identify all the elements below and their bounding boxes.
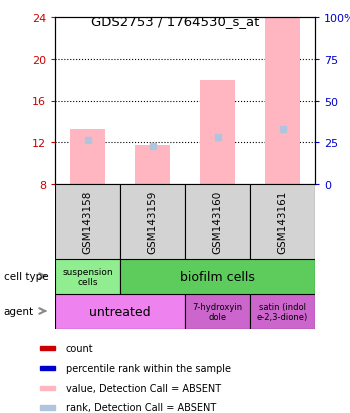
Bar <box>40 366 55 370</box>
Bar <box>55 185 120 259</box>
Text: rank, Detection Call = ABSENT: rank, Detection Call = ABSENT <box>65 403 216 413</box>
Text: count: count <box>65 343 93 354</box>
Text: GSM143160: GSM143160 <box>212 190 223 254</box>
Bar <box>265 18 300 185</box>
Bar <box>55 294 185 329</box>
Bar <box>55 259 120 294</box>
Bar <box>185 294 250 329</box>
Bar <box>185 185 250 259</box>
Text: agent: agent <box>4 306 34 316</box>
Text: GDS2753 / 1764530_s_at: GDS2753 / 1764530_s_at <box>91 15 259 28</box>
Text: 7-hydroxyin
dole: 7-hydroxyin dole <box>193 302 243 321</box>
Text: GSM143158: GSM143158 <box>83 190 92 254</box>
Bar <box>40 405 55 410</box>
Text: suspension
cells: suspension cells <box>62 267 113 287</box>
Bar <box>70 129 105 185</box>
Text: satin (indol
e-2,3-dione): satin (indol e-2,3-dione) <box>257 302 308 321</box>
Bar <box>40 386 55 390</box>
Text: untreated: untreated <box>89 305 151 318</box>
Text: cell type: cell type <box>4 271 48 281</box>
Bar <box>40 346 55 351</box>
Bar <box>135 146 170 185</box>
Bar <box>250 185 315 259</box>
Bar <box>250 294 315 329</box>
Bar <box>120 259 315 294</box>
Text: GSM143161: GSM143161 <box>278 190 287 254</box>
Text: percentile rank within the sample: percentile rank within the sample <box>65 363 231 373</box>
Text: biofilm cells: biofilm cells <box>180 271 255 283</box>
Text: value, Detection Call = ABSENT: value, Detection Call = ABSENT <box>65 383 220 393</box>
Text: GSM143159: GSM143159 <box>147 190 158 254</box>
Bar <box>199 81 235 185</box>
Bar <box>120 185 185 259</box>
